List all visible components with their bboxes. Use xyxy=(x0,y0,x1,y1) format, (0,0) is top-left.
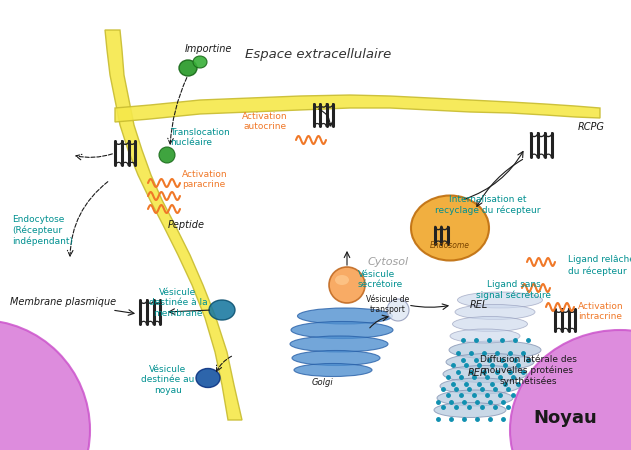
Text: Importine: Importine xyxy=(184,44,232,54)
Circle shape xyxy=(159,147,175,163)
Ellipse shape xyxy=(450,329,520,343)
Ellipse shape xyxy=(452,316,528,332)
Text: Peptide: Peptide xyxy=(168,220,205,230)
Text: Golgi: Golgi xyxy=(311,378,333,387)
Text: Ligand relâché
du récepteur: Ligand relâché du récepteur xyxy=(568,255,631,275)
Text: Endocytose
(Récepteur
indépendant): Endocytose (Récepteur indépendant) xyxy=(12,215,73,246)
Ellipse shape xyxy=(193,56,207,68)
Text: Activation
intracrine: Activation intracrine xyxy=(578,302,623,321)
Text: Noyau: Noyau xyxy=(533,409,597,427)
Ellipse shape xyxy=(196,369,220,387)
Polygon shape xyxy=(115,95,600,122)
Circle shape xyxy=(329,267,365,303)
Text: Diffusion latérale des
nouvelles protéines
synthétisées: Diffusion latérale des nouvelles protéin… xyxy=(480,355,577,386)
Ellipse shape xyxy=(455,305,535,320)
Text: Activation
paracrine: Activation paracrine xyxy=(182,170,228,189)
Ellipse shape xyxy=(449,341,541,359)
Ellipse shape xyxy=(434,402,506,418)
Ellipse shape xyxy=(209,300,235,320)
Ellipse shape xyxy=(291,321,393,338)
Text: Translocation
nucléaire: Translocation nucléaire xyxy=(170,128,230,148)
Ellipse shape xyxy=(437,390,513,406)
Text: Vésicule
sécrétoire: Vésicule sécrétoire xyxy=(358,270,403,289)
Ellipse shape xyxy=(292,351,380,365)
Text: Internalisation et
recyclage du récepteur: Internalisation et recyclage du récepteu… xyxy=(435,195,541,215)
Ellipse shape xyxy=(297,308,392,324)
Ellipse shape xyxy=(443,365,527,382)
Ellipse shape xyxy=(411,195,489,261)
Ellipse shape xyxy=(294,364,372,377)
Text: Ligand sans
signal sécrétoire: Ligand sans signal sécrétoire xyxy=(476,280,551,300)
Text: RCPG: RCPG xyxy=(578,122,605,132)
Text: Membrane plasmique: Membrane plasmique xyxy=(10,297,116,307)
Ellipse shape xyxy=(510,330,631,450)
Text: Activation
autocrine: Activation autocrine xyxy=(242,112,288,131)
Ellipse shape xyxy=(335,275,349,285)
Text: Endosome: Endosome xyxy=(430,241,470,250)
Text: Cytosol: Cytosol xyxy=(367,257,408,267)
Text: Vésicule
destinée au
noyau: Vésicule destinée au noyau xyxy=(141,365,195,395)
Text: Vésicule de
transport: Vésicule de transport xyxy=(367,295,410,315)
Ellipse shape xyxy=(179,60,197,76)
Ellipse shape xyxy=(440,378,520,394)
Text: REL: REL xyxy=(470,300,488,310)
Circle shape xyxy=(387,299,409,321)
Ellipse shape xyxy=(290,336,388,352)
Text: Vésicule
destinée à la
membrane: Vésicule destinée à la membrane xyxy=(149,288,208,318)
Text: RER: RER xyxy=(468,368,488,378)
Ellipse shape xyxy=(0,320,90,450)
Ellipse shape xyxy=(457,292,543,308)
Polygon shape xyxy=(105,30,242,420)
Text: Espace extracellulaire: Espace extracellulaire xyxy=(245,48,391,61)
Ellipse shape xyxy=(446,354,534,370)
